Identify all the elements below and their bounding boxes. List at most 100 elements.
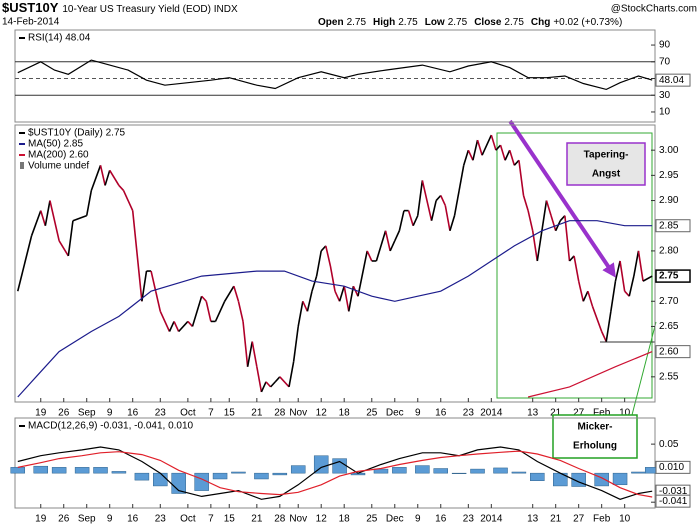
price-segment xyxy=(39,210,47,226)
symbol: $UST10Y xyxy=(2,0,59,15)
quote-value: 2.75 xyxy=(448,17,468,28)
last-value: 2.75 xyxy=(659,271,679,282)
x-tick-label: Feb xyxy=(593,408,611,419)
price-segment xyxy=(154,291,162,312)
x-tick-label: Sep xyxy=(78,408,96,419)
price-segment xyxy=(458,165,465,191)
price-segment xyxy=(614,260,621,282)
series-line xyxy=(17,446,653,500)
price-segment xyxy=(462,149,470,166)
annotation-box xyxy=(566,142,646,186)
price-segment xyxy=(187,320,194,327)
x-tick-label: 23 xyxy=(463,408,475,419)
x-tick-label: 9 xyxy=(107,408,113,419)
price-segment xyxy=(201,295,207,302)
price-segment xyxy=(325,245,332,267)
quote-value: 2.75 xyxy=(347,17,367,28)
x-tick-label: 19 xyxy=(35,408,47,419)
annotation-text: Erholung xyxy=(573,441,617,452)
price-segment xyxy=(527,210,534,231)
price-segment xyxy=(416,180,424,216)
histogram-bar xyxy=(290,465,306,474)
y-tick-label: 10 xyxy=(659,107,671,118)
y-tick-label: 2.70 xyxy=(659,296,679,307)
last-value-box xyxy=(655,345,691,359)
x-tick-label: 25 xyxy=(366,408,378,419)
price-segment xyxy=(30,210,42,237)
price-segment xyxy=(329,265,336,292)
price-segment xyxy=(375,230,387,262)
price-segment xyxy=(214,300,226,322)
x-tick-label: 16 xyxy=(435,514,447,525)
x-tick-label: 12 xyxy=(316,514,328,525)
x-tick-label: 28 xyxy=(274,408,286,419)
histogram-bar xyxy=(470,468,485,474)
price-segment xyxy=(141,270,148,302)
y-tick-label: 2.90 xyxy=(659,195,679,206)
x-tick-label: 16 xyxy=(435,408,447,419)
price-segment xyxy=(99,165,106,186)
price-segment xyxy=(476,139,483,156)
legend-label: Volume undef xyxy=(28,161,89,172)
legend-swatch xyxy=(20,162,24,169)
price-segment xyxy=(513,159,520,166)
histogram-bar xyxy=(313,455,329,474)
legend-label: MA(50) 2.85 xyxy=(28,139,83,150)
price-segment xyxy=(338,285,345,302)
price-segment xyxy=(270,381,276,388)
y-tick-label: 2.80 xyxy=(659,246,679,257)
x-tick-label: 9 xyxy=(107,514,113,525)
price-segment xyxy=(577,280,585,302)
y-tick-label: 2.65 xyxy=(659,321,679,332)
histogram-bar xyxy=(530,472,545,481)
last-value: 2.85 xyxy=(659,220,679,231)
price-segment xyxy=(297,301,304,327)
x-tick-label: 18 xyxy=(339,408,351,419)
x-tick-label: 15 xyxy=(224,514,236,525)
price-segment xyxy=(311,275,318,292)
panel-title: MACD(12,26,9) -0.031, -0.041, 0.010 xyxy=(28,421,194,432)
price-segment xyxy=(251,341,258,367)
price-segment xyxy=(449,215,456,231)
price-segment xyxy=(495,144,502,151)
price-segment xyxy=(348,286,355,312)
price-segment xyxy=(44,200,51,226)
x-tick-label: Dec xyxy=(386,408,404,419)
last-value: 48.04 xyxy=(659,75,684,86)
histogram-bar xyxy=(51,467,67,474)
x-tick-label: 2014 xyxy=(480,514,503,525)
price-segment xyxy=(481,134,493,156)
price-segment xyxy=(320,245,327,252)
price-segment xyxy=(67,220,74,257)
last-value-box xyxy=(655,219,691,233)
quote: Open 2.75 High 2.75 Low 2.75 Close 2.75 Chg +0.02… xyxy=(318,17,622,28)
price-segment xyxy=(637,250,644,282)
price-segment xyxy=(453,190,460,216)
series-line xyxy=(527,351,653,398)
price-segment xyxy=(642,275,653,282)
price-segment xyxy=(109,169,120,186)
x-tick-label: 2014 xyxy=(480,408,503,419)
quote-label: Open xyxy=(318,17,344,28)
quote-value: 2.75 xyxy=(504,17,524,28)
x-tick-label: Feb xyxy=(593,514,611,525)
price-segment xyxy=(237,301,244,322)
connector xyxy=(631,321,657,416)
price-segment xyxy=(178,320,189,333)
price-segment xyxy=(357,250,368,297)
price-segment xyxy=(205,301,212,322)
price-segment xyxy=(504,149,511,161)
price-segment xyxy=(490,134,497,151)
price-segment xyxy=(600,331,607,342)
price-segment xyxy=(122,190,134,211)
price-segment xyxy=(508,149,516,166)
annotation-text: Angst xyxy=(592,169,621,180)
arrow xyxy=(508,119,616,278)
price-segment xyxy=(628,275,635,297)
annotation-box xyxy=(552,414,638,459)
price-segment xyxy=(591,306,603,332)
price-segment xyxy=(407,210,414,226)
price-segment xyxy=(633,250,640,277)
x-tick-label: 16 xyxy=(127,408,139,419)
x-tick-label: 13 xyxy=(527,408,539,419)
